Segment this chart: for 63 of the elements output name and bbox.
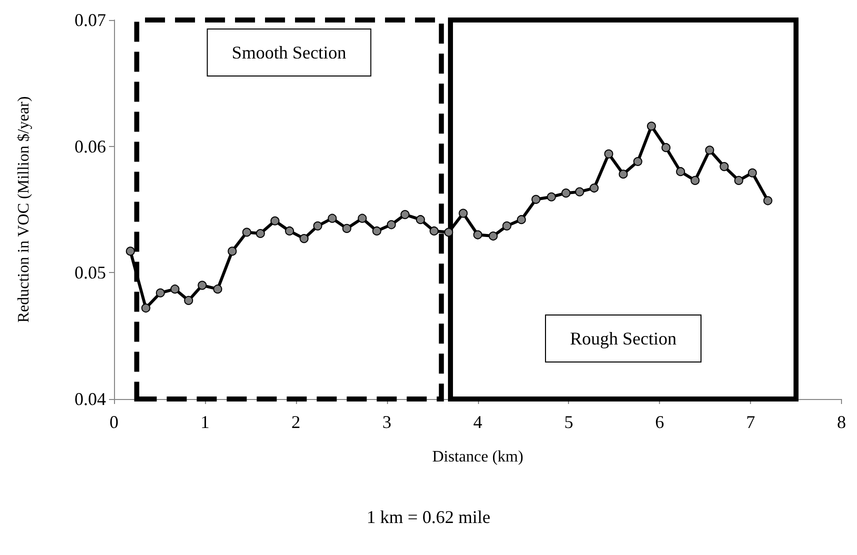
point	[734, 176, 744, 185]
point	[416, 215, 425, 224]
point	[342, 224, 352, 233]
point	[531, 194, 540, 204]
y-tick-label: 0.05	[74, 262, 106, 283]
point	[458, 208, 468, 218]
x-tick-label: 1	[200, 412, 210, 432]
point	[358, 214, 367, 223]
point	[488, 232, 498, 241]
x-tick-label: 2	[291, 412, 300, 432]
point	[328, 214, 337, 223]
point	[618, 170, 628, 179]
point	[213, 284, 222, 294]
x-tick-label: 5	[564, 412, 574, 432]
y-tick-label: 0.04	[74, 389, 106, 409]
text: 1 km = 0.62 mile	[366, 507, 490, 527]
point	[676, 167, 686, 176]
y-tick-label: 0.06	[74, 136, 106, 156]
x-axis-title: Distance (km)	[432, 448, 524, 466]
point	[646, 122, 656, 131]
y-tick-label: 0.07	[74, 10, 106, 30]
point	[198, 280, 207, 290]
point	[633, 156, 642, 166]
point	[242, 228, 252, 237]
point	[170, 284, 180, 294]
point	[575, 187, 584, 196]
point	[662, 143, 670, 152]
point	[156, 288, 165, 298]
point	[720, 162, 729, 172]
x-tick-label: 6	[655, 412, 664, 432]
point	[748, 168, 757, 178]
point	[256, 229, 265, 238]
point	[400, 210, 410, 220]
point	[561, 188, 570, 198]
point	[430, 226, 439, 236]
point	[285, 226, 294, 236]
point	[473, 230, 482, 240]
y-axis-title: Reduction in VOC (Million $/year)	[16, 96, 32, 323]
band-label: Rough Section	[570, 328, 676, 348]
point	[300, 234, 309, 244]
point	[705, 146, 714, 155]
point	[502, 221, 512, 230]
point	[516, 215, 526, 224]
point	[690, 176, 700, 185]
x-tick-label: 0	[110, 412, 118, 432]
point	[604, 149, 614, 158]
point	[590, 184, 599, 193]
point	[228, 246, 237, 256]
point	[270, 216, 280, 226]
band-label: Smooth Section	[232, 42, 346, 62]
x-tick-label: 7	[746, 412, 756, 432]
point	[141, 304, 150, 313]
point	[126, 246, 135, 256]
x-tick-label: 4	[473, 412, 482, 432]
point	[444, 228, 454, 237]
point	[386, 220, 396, 230]
point	[372, 226, 382, 236]
point	[546, 192, 556, 202]
point	[184, 296, 194, 305]
point	[313, 221, 322, 230]
x-tick-label: 3	[382, 412, 392, 432]
point	[763, 196, 772, 206]
x-tick-label: 8	[837, 412, 846, 432]
